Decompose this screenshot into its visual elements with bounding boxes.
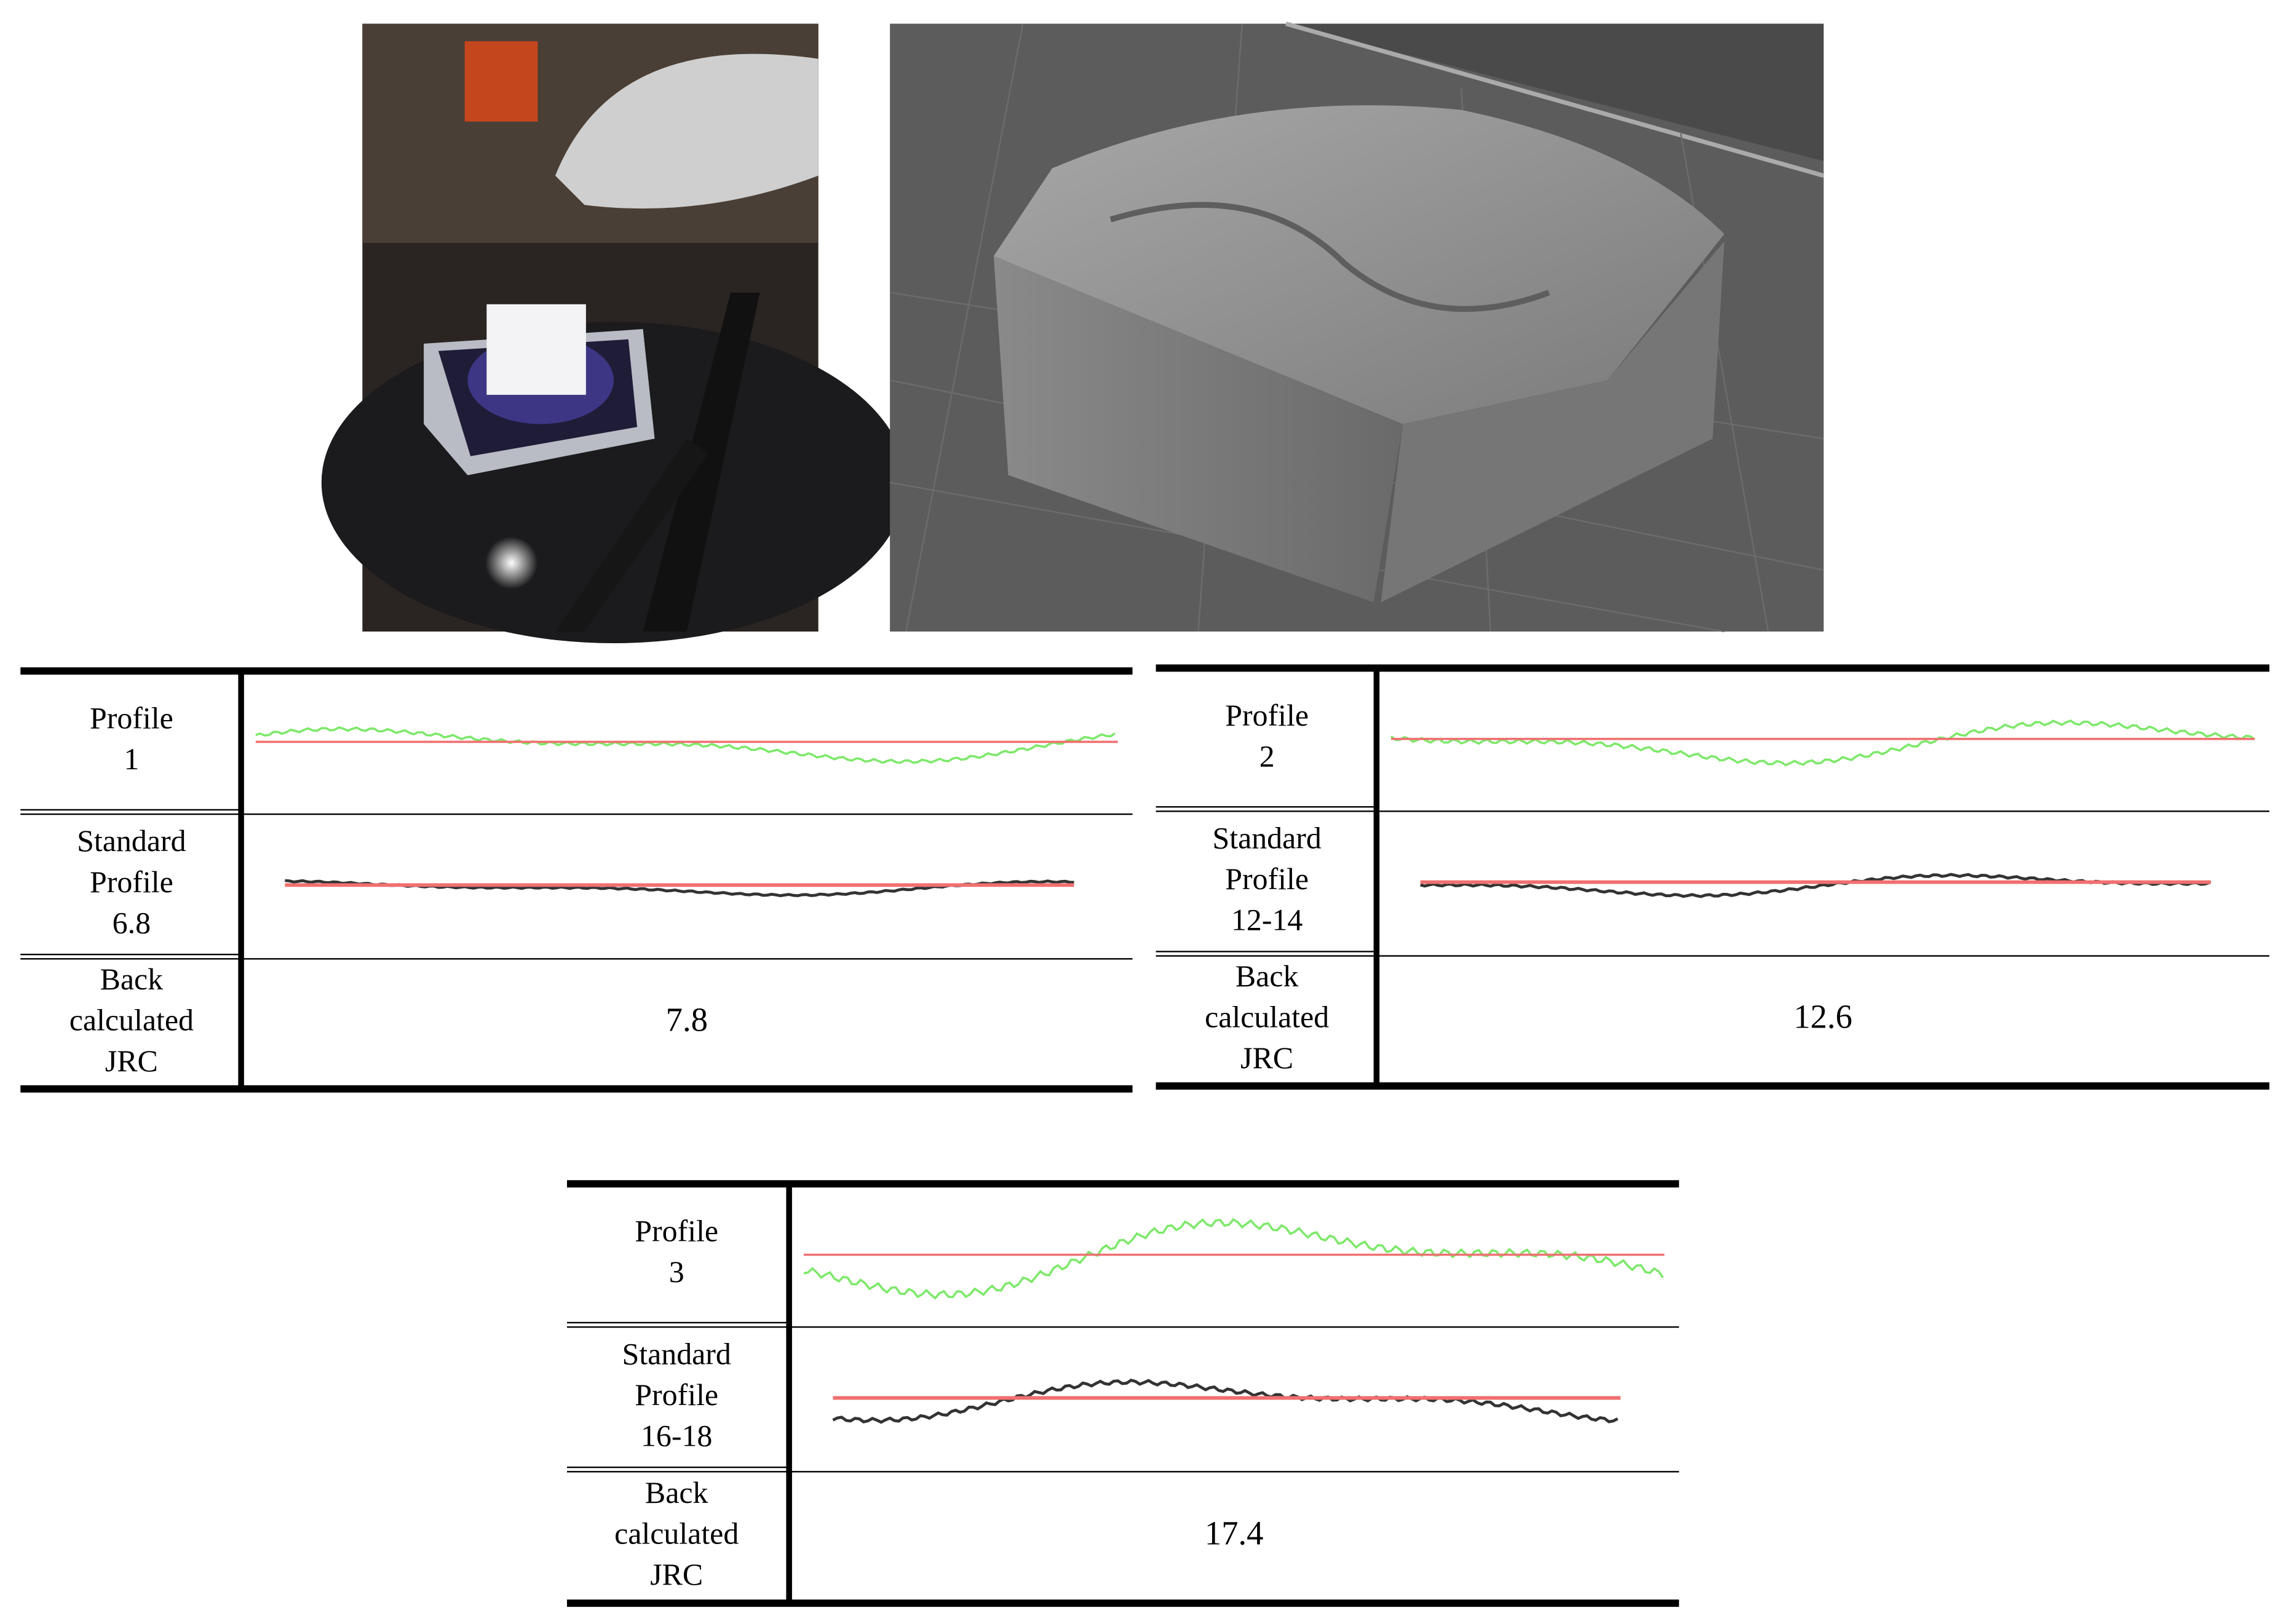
row-label: Standard (622, 1337, 731, 1371)
row-label: Profile (635, 1378, 718, 1412)
profile-curve (285, 879, 1074, 898)
profile-curve (1420, 873, 2210, 898)
jrc-value: 12.6 (1793, 998, 1852, 1036)
row-label: 6.8 (113, 906, 151, 940)
jrc-value: 7.8 (666, 1000, 708, 1038)
row-label: calculated (1205, 1000, 1329, 1034)
row-label: Back (100, 962, 164, 996)
table: Profile 3 Standard Profile 16-18 Back calculat… (566, 1180, 1679, 1607)
profile-curve (1390, 719, 2256, 767)
row-label: Standard (1212, 821, 1321, 855)
row-label: 1 (124, 742, 139, 776)
profile-curve (832, 1379, 1619, 1424)
row-label: 12-14 (1231, 903, 1303, 937)
row-label: JRC (1240, 1041, 1293, 1075)
row-label: Back (1235, 959, 1299, 993)
scan-model-render (889, 22, 1825, 633)
row-label: JRC (105, 1044, 158, 1078)
row-label: Profile (635, 1214, 718, 1248)
row-label: calculated (614, 1517, 739, 1551)
row-label: JRC (650, 1558, 703, 1591)
row-label: Back (645, 1476, 708, 1510)
row-label: Profile (1225, 862, 1309, 896)
row-label: calculated (69, 1003, 194, 1037)
profile-curve (803, 1218, 1664, 1300)
profile-tables: Profile 1 Standard Profile 6.8 Back calculated… (20, 664, 2270, 1607)
row-label: Profile (90, 702, 173, 735)
row-label: Standard (77, 824, 186, 858)
row-label: Profile (90, 865, 173, 899)
row-label: 16-18 (641, 1419, 712, 1452)
profile-curve (255, 726, 1116, 764)
scanner-photo (321, 23, 906, 644)
row-label: 3 (669, 1255, 684, 1289)
jrc-value: 17.4 (1205, 1515, 1264, 1552)
table: Profile 2 Standard Profile 12-14 Back calculat… (1156, 664, 2270, 1090)
row-label: 2 (1259, 739, 1275, 773)
table: Profile 1 Standard Profile 6.8 Back calculated… (20, 667, 1133, 1093)
row-label: Profile (1225, 699, 1309, 732)
